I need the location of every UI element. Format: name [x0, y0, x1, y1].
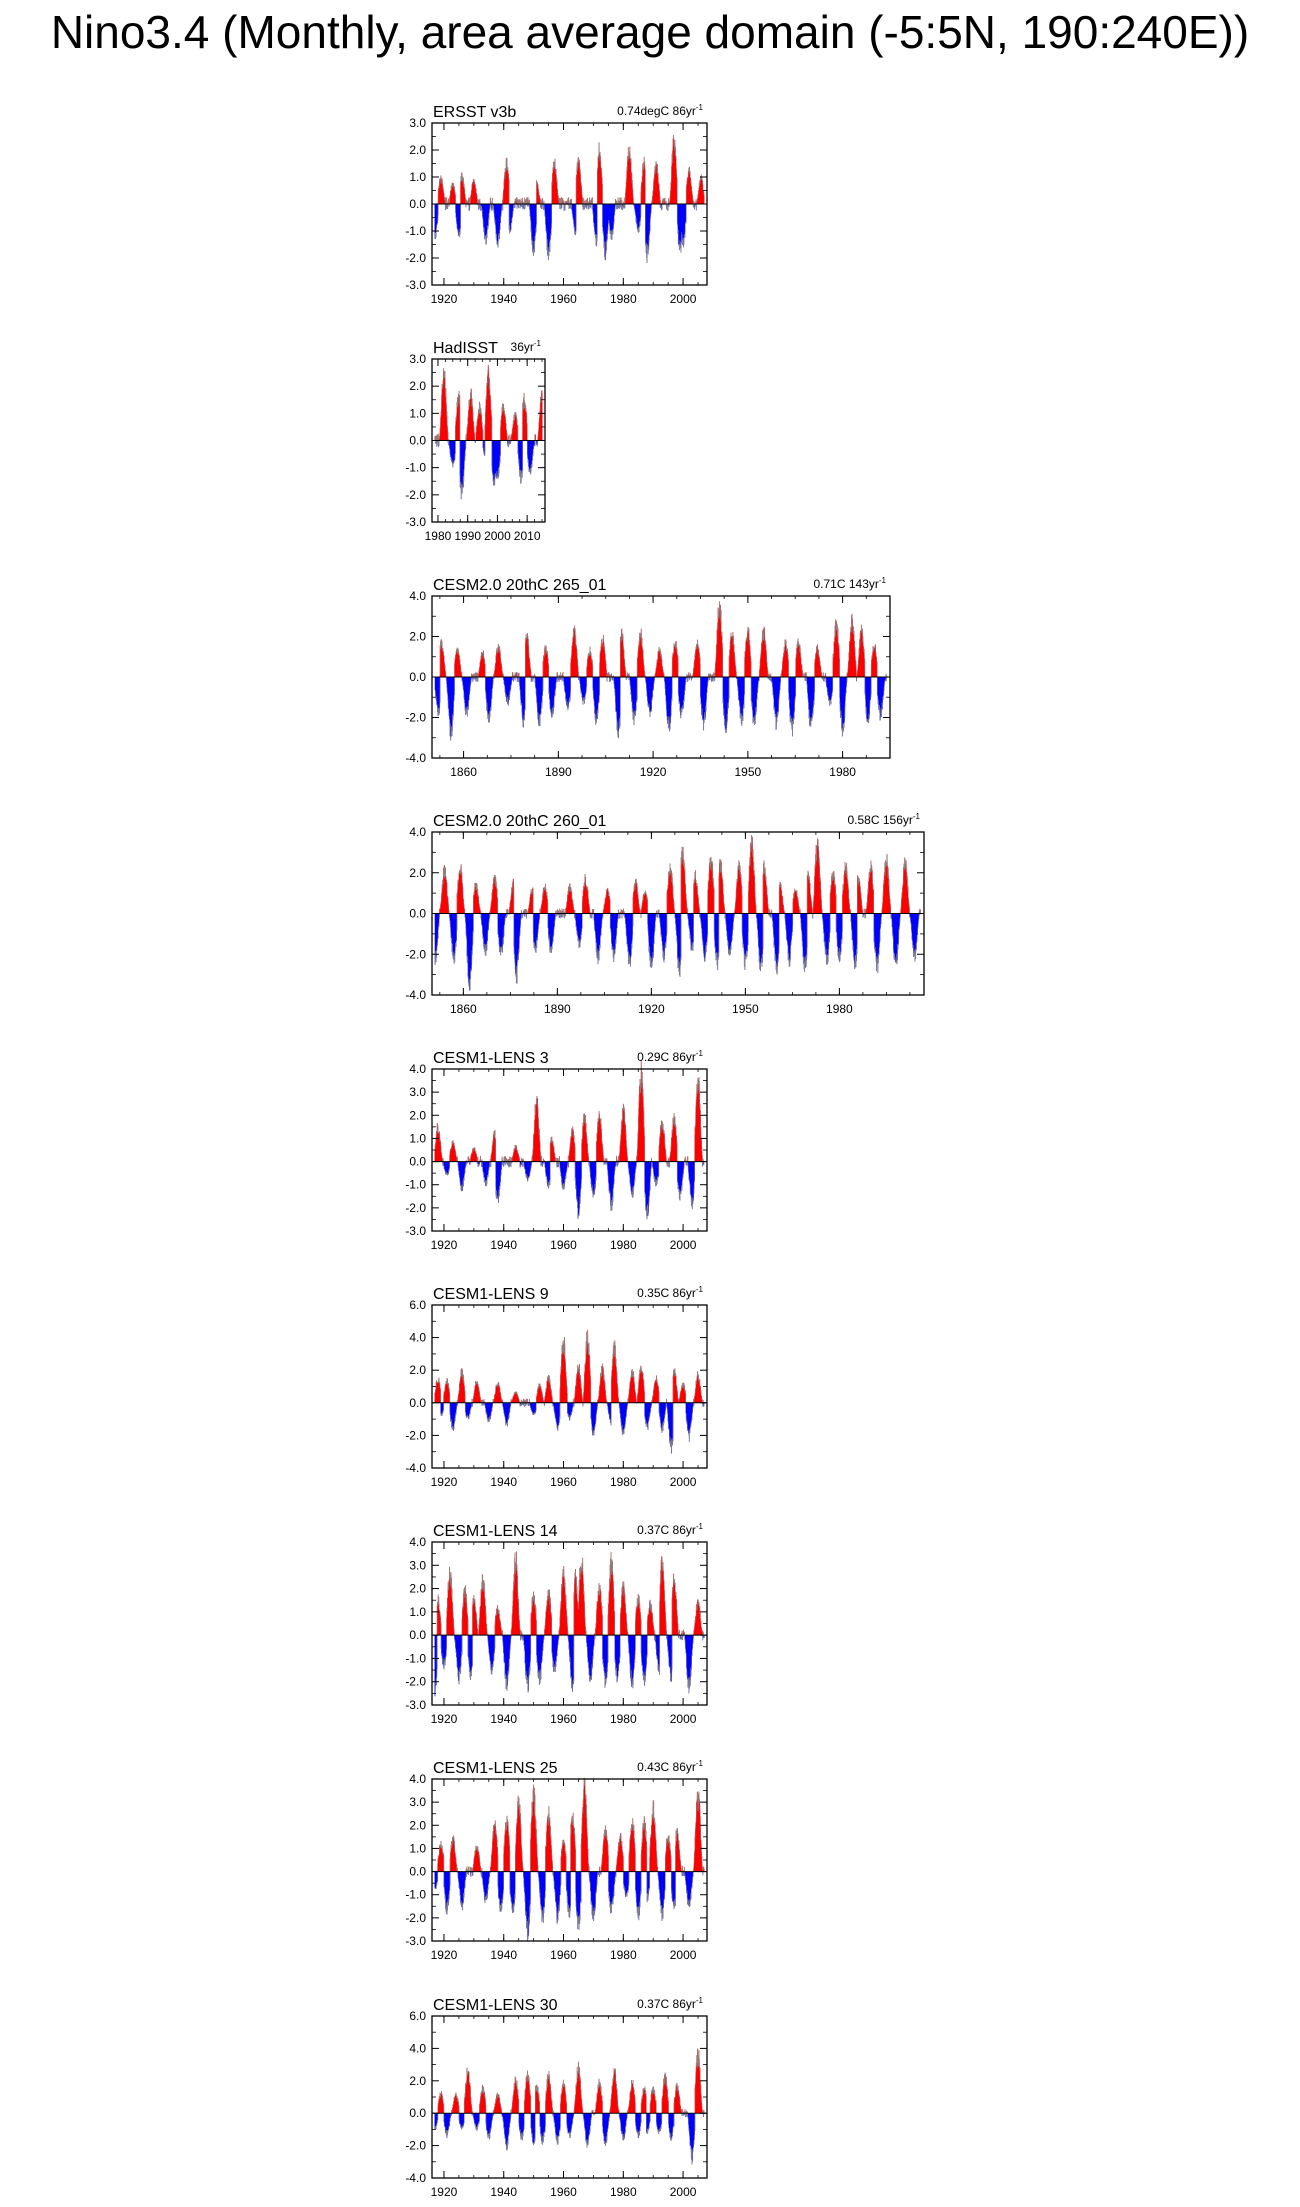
x-tick-label: 1860 — [450, 765, 477, 779]
positive-bar — [703, 195, 705, 204]
page-title: Nino3.4 (Monthly, area average domain (-… — [50, 6, 1250, 58]
y-tick-label: 0.0 — [409, 434, 426, 448]
x-tick-label: 1940 — [490, 292, 517, 306]
positive-bar — [755, 904, 757, 914]
positive-bar — [662, 198, 664, 204]
x-tick-label: 1920 — [431, 292, 458, 306]
x-tick-label: 2000 — [484, 529, 511, 543]
x-tick-label: 2010 — [514, 529, 541, 543]
panel-title: HadISST — [433, 340, 498, 357]
x-tick-label: 1960 — [550, 292, 577, 306]
y-tick-label: -3.0 — [405, 515, 426, 529]
y-tick-label: 4.0 — [409, 589, 426, 603]
panel-stat: 0.71C 143yr-1 — [814, 576, 887, 591]
panel-stat: 0.74degC 86yr-1 — [617, 103, 703, 118]
x-tick-label: 1980 — [610, 292, 637, 306]
anomaly-bars — [434, 601, 888, 741]
y-tick-label: -1.0 — [405, 224, 426, 238]
panel-title: ERSST v3b — [433, 104, 516, 121]
series-line — [434, 601, 888, 741]
chart-panel: -4.0 -2.0 0.0 2.0 4.0 1860 1890 1920 1950 1980 CES… — [405, 576, 891, 779]
chart-panel: -3.0 -2.0 -1.0 0.0 1.0 2.0 3.0 1980 1990 2000 2010… — [405, 339, 546, 543]
x-tick-label: 1920 — [640, 765, 667, 779]
chart-panel: -3.0 -2.0 -1.0 0.0 1.0 2.0 3.0 1920 1940 1960 1980… — [405, 103, 708, 306]
x-tick-label: 1980 — [829, 765, 856, 779]
x-tick-label: 2000 — [670, 292, 697, 306]
positive-bar — [541, 390, 543, 441]
y-tick-label: 1.0 — [409, 406, 426, 420]
y-tick-label: 1.0 — [409, 170, 426, 184]
y-tick-label: -2.0 — [405, 488, 426, 502]
y-tick-label: 0.0 — [409, 670, 426, 684]
x-tick-label: 1890 — [545, 765, 572, 779]
y-tick-label: -4.0 — [405, 751, 426, 765]
anomaly-bars — [434, 834, 922, 991]
y-tick-label: 2.0 — [409, 379, 426, 393]
positive-bar — [502, 675, 504, 677]
y-tick-label: -3.0 — [405, 278, 426, 292]
x-tick-label: 1980 — [425, 529, 452, 543]
y-tick-label: 2.0 — [409, 630, 426, 644]
x-tick-label: 1990 — [454, 529, 481, 543]
y-tick-label: 2.0 — [409, 143, 426, 157]
y-tick-label: -1.0 — [405, 461, 426, 475]
y-tick-label: 0.0 — [409, 197, 426, 211]
y-tick-label: 3.0 — [409, 116, 426, 130]
y-tick-label: -2.0 — [405, 251, 426, 265]
negative-bar — [655, 913, 657, 917]
positive-bar — [502, 672, 503, 677]
y-tick-label: -2.0 — [405, 711, 426, 725]
series-line — [434, 364, 543, 500]
panel-stat: 36yr-1 — [511, 339, 542, 354]
x-tick-label: 1950 — [735, 765, 762, 779]
panel-title: CESM2.0 20thC 265_01 — [433, 577, 607, 594]
anomaly-bars — [434, 364, 543, 500]
y-tick-label: 3.0 — [409, 352, 426, 366]
